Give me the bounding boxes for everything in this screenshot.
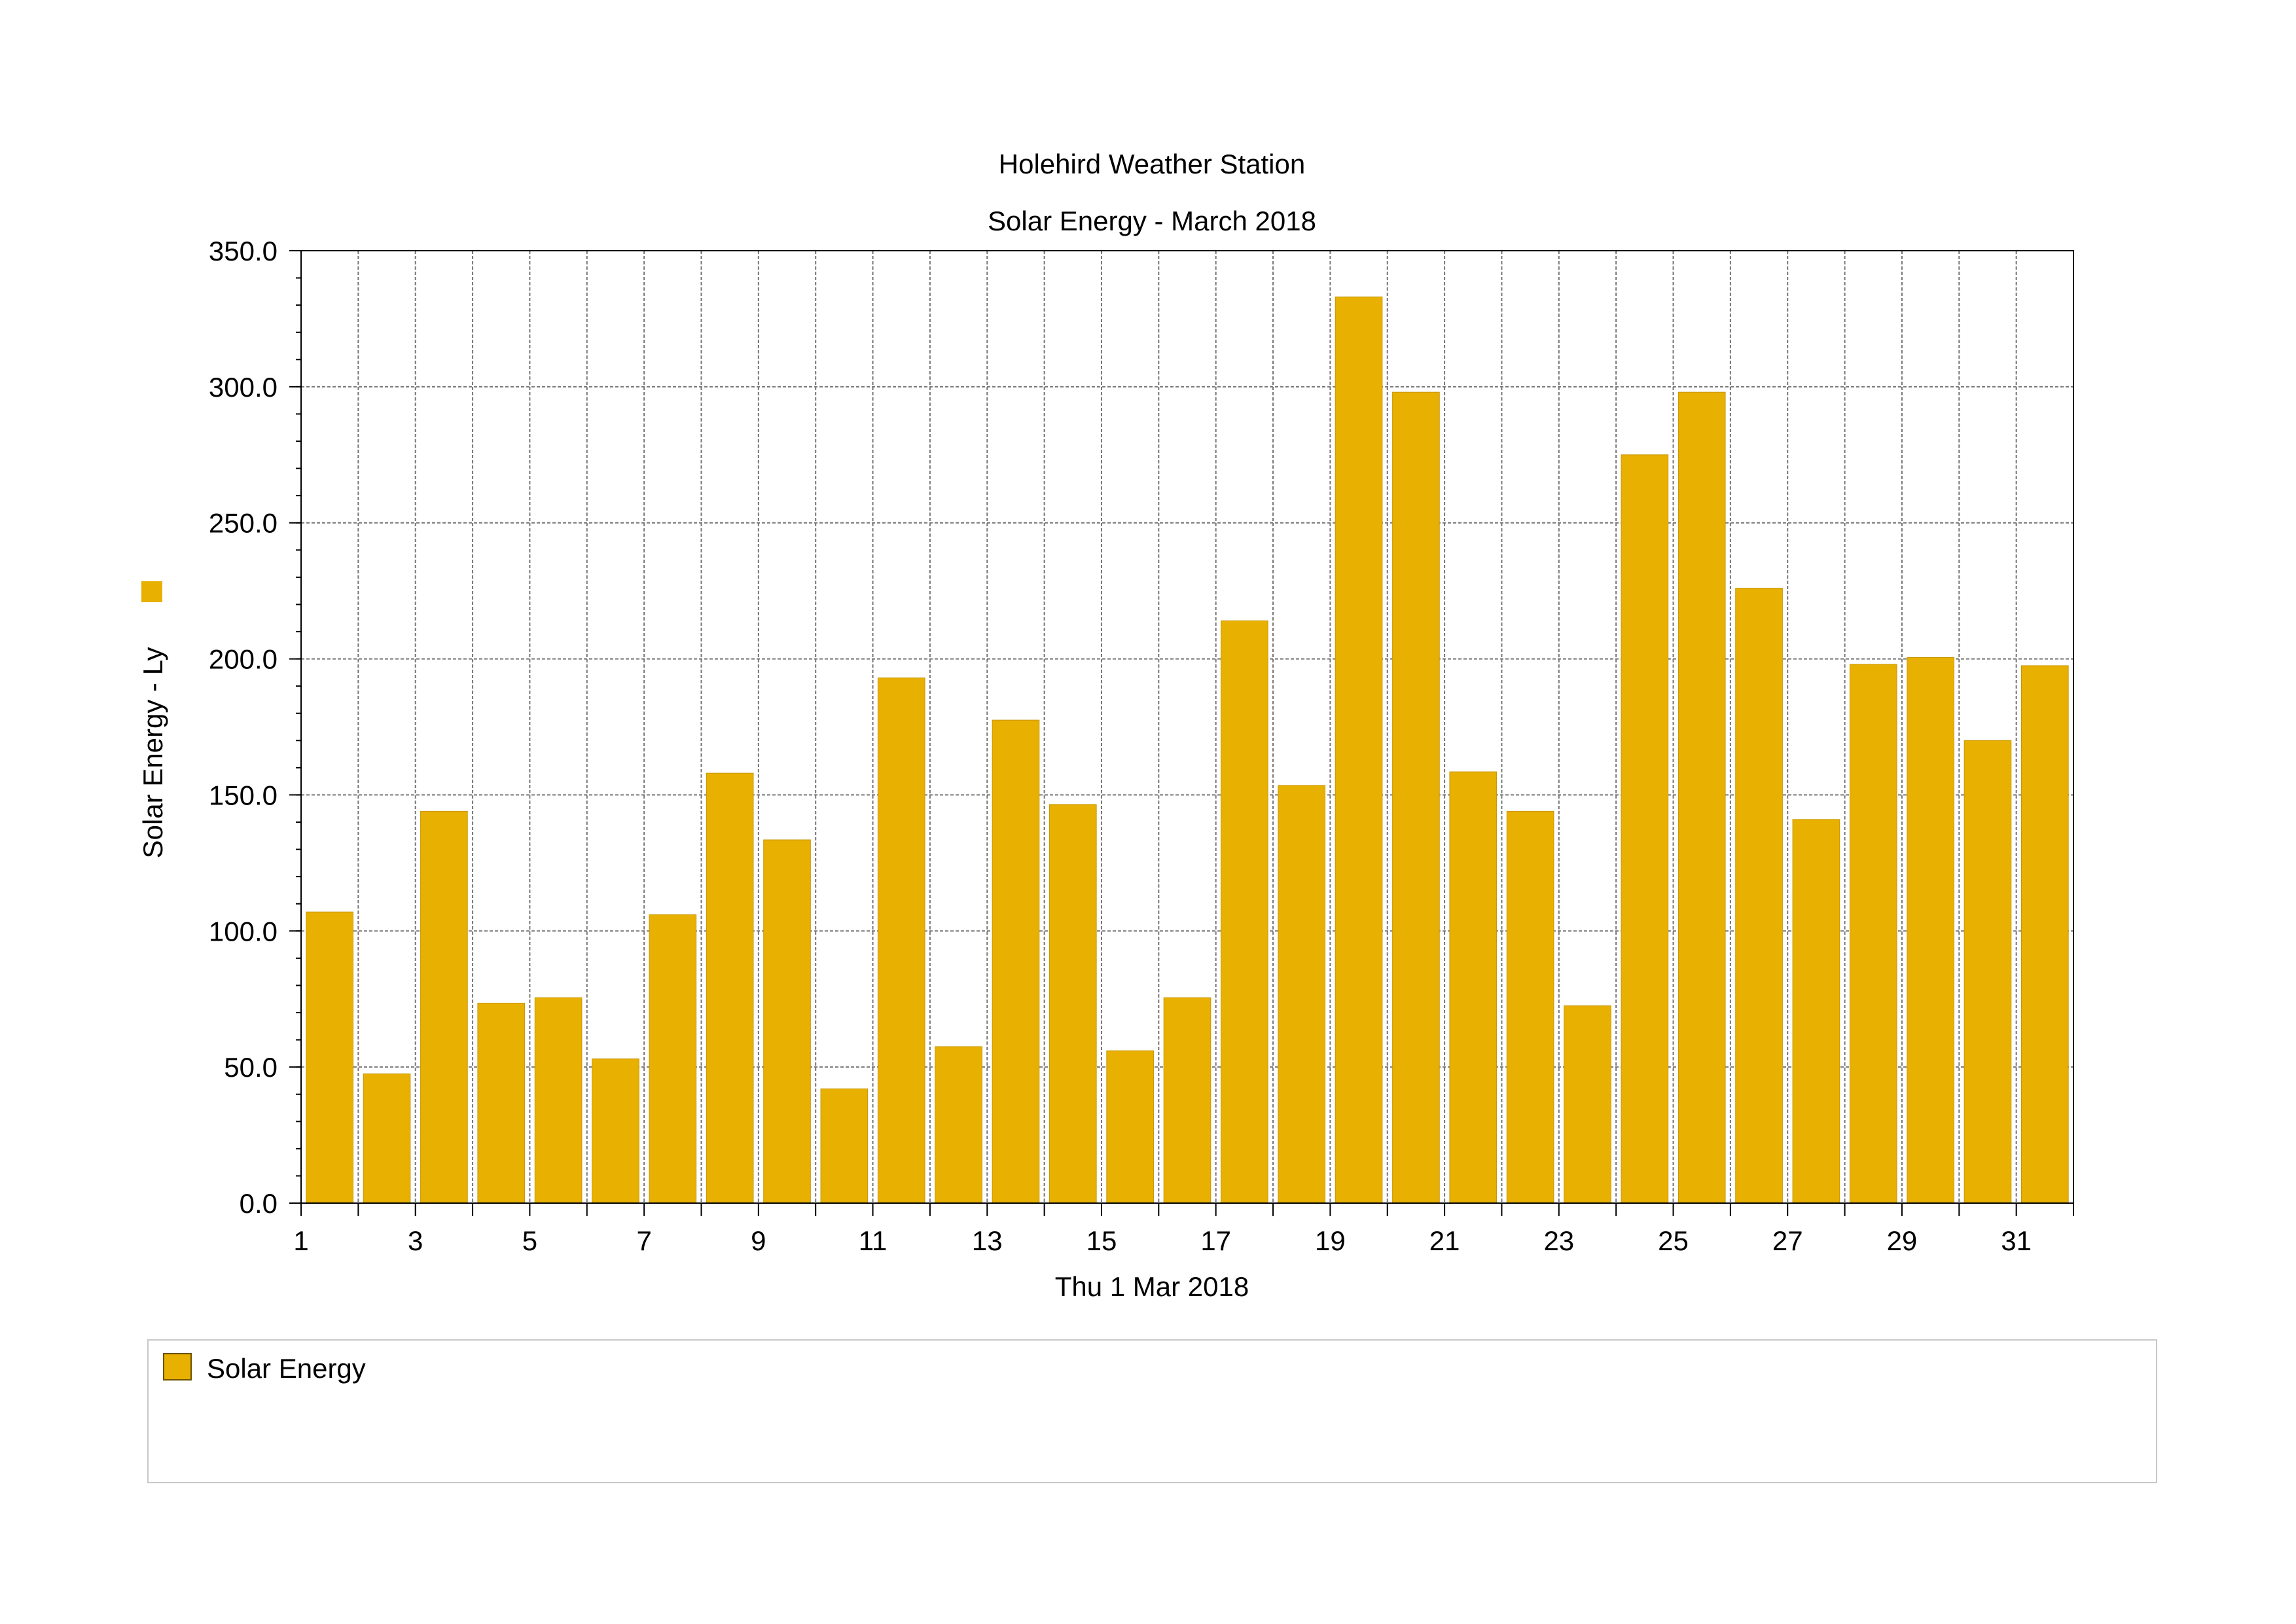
x-tick-label: 29 <box>1887 1225 1918 1256</box>
bar <box>534 997 583 1204</box>
bar <box>420 810 468 1204</box>
bar <box>1964 740 2012 1204</box>
chart-subtitle: Solar Energy - March 2018 <box>988 206 1316 236</box>
plot-frame <box>300 250 2074 1204</box>
bar <box>306 911 353 1204</box>
y-tick-label: 300.0 <box>209 372 278 403</box>
y-tick-label: 350.0 <box>209 236 278 266</box>
x-tick-label: 23 <box>1543 1225 1574 1256</box>
bar <box>763 839 811 1204</box>
y-tick-label: 250.0 <box>209 508 278 539</box>
chart-title: Holehird Weather Station <box>999 149 1305 179</box>
x-tick-label: 11 <box>859 1225 888 1256</box>
bar <box>649 914 697 1204</box>
bar <box>1049 804 1097 1204</box>
bar <box>706 772 754 1204</box>
bar <box>592 1058 639 1204</box>
legend-label-solar-energy: Solar Energy <box>207 1353 366 1384</box>
bar-series-solar-energy <box>306 297 2069 1204</box>
bar <box>477 1002 526 1204</box>
y-axis: 0.0 50.0 100.0 150.0 200.0 250.0 300.0 350.0 <box>209 236 301 1219</box>
bar <box>992 719 1040 1204</box>
y-axis-legend-swatch <box>141 581 162 602</box>
legend-swatch-solar-energy <box>163 1353 192 1380</box>
bar <box>1221 620 1268 1204</box>
y-tick-label: 150.0 <box>209 780 278 810</box>
bar <box>1392 391 1440 1204</box>
x-axis-label: Thu 1 Mar 2018 <box>1055 1271 1249 1302</box>
bar <box>1163 997 1211 1204</box>
x-tick-label: 13 <box>972 1225 1003 1256</box>
y-tick-label: 100.0 <box>209 916 278 947</box>
x-tick-label: 3 <box>408 1225 423 1256</box>
legend-box <box>147 1339 2157 1483</box>
bar <box>935 1046 982 1204</box>
y-tick-label: 0.0 <box>240 1188 278 1219</box>
bar <box>1564 1005 1611 1204</box>
bar <box>1335 297 1383 1204</box>
bar <box>1506 810 1554 1204</box>
x-axis: 1 3 5 7 9 11 13 15 17 19 21 23 25 27 29 31 <box>293 1203 2074 1256</box>
bar <box>1621 454 1669 1204</box>
x-tick-label: 17 <box>1200 1225 1231 1256</box>
bar <box>877 677 925 1204</box>
y-tick-label: 50.0 <box>224 1052 278 1083</box>
x-tick-label: 9 <box>751 1225 766 1256</box>
bar <box>1849 664 1897 1204</box>
y-tick-label: 200.0 <box>209 644 278 675</box>
bar <box>2021 665 2069 1204</box>
x-tick-label: 15 <box>1086 1225 1117 1256</box>
bar <box>363 1074 411 1204</box>
x-tick-label: 1 <box>293 1225 308 1256</box>
bar <box>1677 391 1726 1204</box>
x-tick-label: 7 <box>636 1225 651 1256</box>
x-tick-label: 5 <box>522 1225 537 1256</box>
x-tick-label: 31 <box>2001 1225 2032 1256</box>
bar <box>1792 819 1840 1204</box>
x-tick-label: 27 <box>1772 1225 1803 1256</box>
bar <box>1278 785 1326 1204</box>
bar <box>1449 771 1498 1204</box>
bar <box>1907 657 1954 1204</box>
x-tick-label: 25 <box>1658 1225 1689 1256</box>
bar <box>820 1088 869 1204</box>
bar <box>1735 587 1783 1204</box>
x-tick-label: 19 <box>1315 1225 1346 1256</box>
y-axis-label: Solar Energy - Ly <box>137 647 168 859</box>
x-tick-label: 21 <box>1429 1225 1460 1256</box>
bar <box>1106 1050 1154 1204</box>
